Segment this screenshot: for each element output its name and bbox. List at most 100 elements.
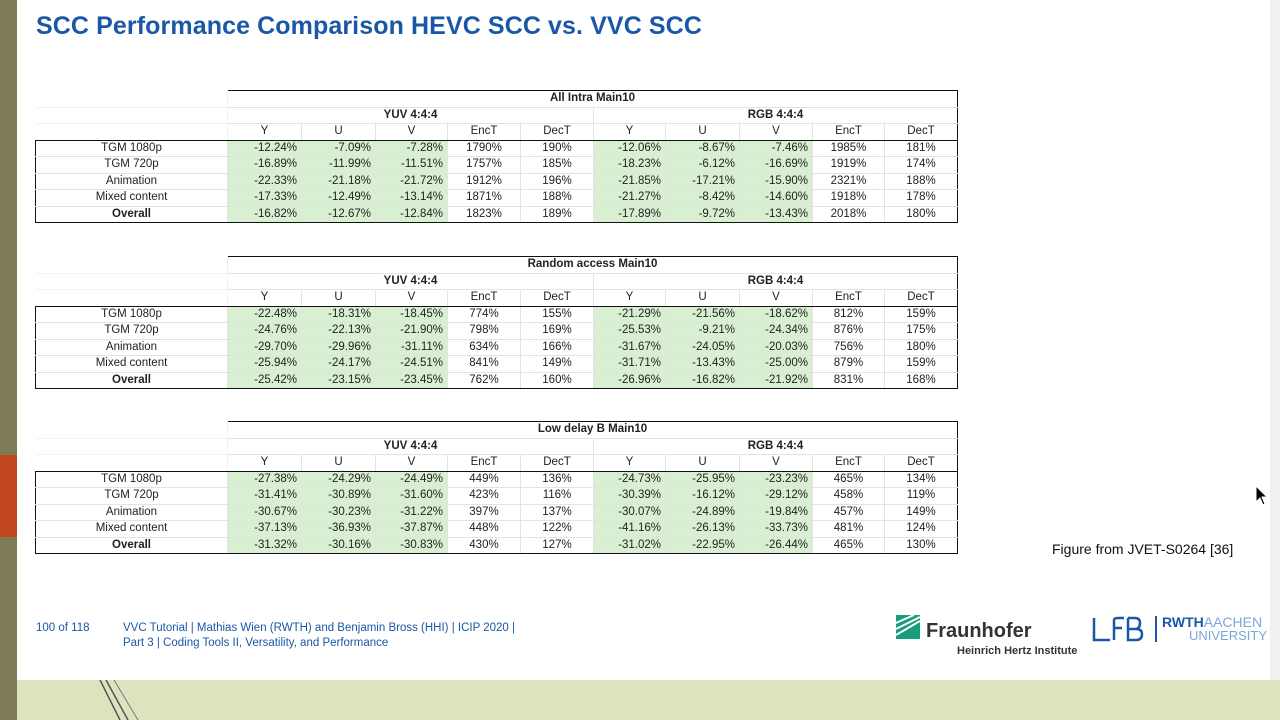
value-cell: -12.67% [301,205,376,223]
value-cell: -22.95% [665,536,740,554]
value-cell: 127% [520,536,594,554]
column-header: Y [593,454,666,472]
left-side-bar [0,0,17,720]
column-header: U [301,123,376,141]
value-cell: 181% [884,140,958,157]
value-cell: 166% [520,339,594,356]
results-table: All Intra Main10 YUV 4:4:4 RGB 4:4:4 Y U V Enc… [35,90,958,223]
value-cell: 137% [520,504,594,521]
column-header: U [301,454,376,472]
value-cell: -21.56% [665,306,740,323]
table-row: TGM 1080p -12.24% -7.09% -7.28% 1790% 190% -12… [35,140,958,157]
blank-cell [35,273,228,290]
group-header-rgb: RGB 4:4:4 [593,438,958,455]
value-cell: -13.43% [739,205,813,223]
value-cell: -21.85% [593,173,666,190]
value-cell: 159% [884,355,958,373]
fraunhofer-name: Fraunhofer [926,620,1032,642]
column-header: U [301,289,376,307]
value-cell: -23.15% [301,371,376,389]
value-cell: -26.96% [593,371,666,389]
config-header: Random access Main10 [227,256,958,274]
value-cell: 812% [812,306,885,323]
value-cell: -25.94% [227,355,302,373]
value-cell: -8.42% [665,189,740,207]
value-cell: 876% [812,322,885,340]
value-cell: -22.13% [301,322,376,340]
value-cell: -31.02% [593,536,666,554]
value-cell: 481% [812,520,885,538]
column-header: Y [227,454,302,472]
value-cell: -24.05% [665,339,740,356]
mouse-cursor-icon [1255,485,1269,506]
value-cell: -21.92% [739,371,813,389]
row-label: Animation [35,339,228,356]
value-cell: 1918% [812,189,885,207]
value-cell: 634% [447,339,521,356]
value-cell: 1985% [812,140,885,157]
value-cell: -24.17% [301,355,376,373]
value-cell: -15.90% [739,173,813,190]
value-cell: 149% [884,504,958,521]
value-cell: 1919% [812,156,885,174]
row-label: TGM 720p [35,487,228,505]
fraunhofer-logo-icon [896,615,920,639]
blank-cell [35,289,228,307]
value-cell: -16.12% [665,487,740,505]
footer-line-2: Part 3 | Coding Tools II, Versatility, a… [123,637,389,649]
value-cell: -24.49% [375,471,448,488]
column-header: V [375,123,448,141]
value-cell: -30.83% [375,536,448,554]
row-label: Animation [35,173,228,190]
value-cell: -25.95% [665,471,740,488]
row-label: Animation [35,504,228,521]
column-header: EncT [812,123,885,141]
config-header: All Intra Main10 [227,90,958,108]
rwth-logo: RWTHAACHEN [1162,614,1263,630]
value-cell: -16.82% [227,205,302,223]
value-cell: -31.32% [227,536,302,554]
value-cell: -6.12% [665,156,740,174]
bottom-band [17,680,1280,720]
column-header: DecT [520,123,594,141]
rwth-separator [1155,616,1157,642]
column-header: DecT [520,289,594,307]
value-cell: -31.67% [593,339,666,356]
page-number: 100 of 118 [36,622,90,634]
group-header-rgb: RGB 4:4:4 [593,273,958,290]
value-cell: -11.99% [301,156,376,174]
table-row: Mixed content -17.33% -12.49% -13.14% 1871% 1… [35,189,958,207]
value-cell: 423% [447,487,521,505]
blank-cell [35,256,228,274]
value-cell: 1757% [447,156,521,174]
value-cell: -17.21% [665,173,740,190]
value-cell: 160% [520,371,594,389]
value-cell: -13.14% [375,189,448,207]
value-cell: 774% [447,306,521,323]
value-cell: -26.13% [665,520,740,538]
table-row: TGM 720p -16.89% -11.99% -11.51% 1757% 185% -1… [35,156,958,174]
value-cell: -30.39% [593,487,666,505]
column-header: DecT [884,123,958,141]
column-header: U [665,123,740,141]
column-header: Y [227,289,302,307]
results-table: Random access Main10 YUV 4:4:4 RGB 4:4:4 Y U… [35,256,958,389]
value-cell: 1871% [447,189,521,207]
overall-row: Overall -16.82% -12.67% -12.84% 1823% 189% -17… [35,205,958,223]
blank-cell [35,421,228,439]
column-header: EncT [812,289,885,307]
value-cell: -7.28% [375,140,448,157]
value-cell: -13.43% [665,355,740,373]
value-cell: 190% [520,140,594,157]
value-cell: -16.82% [665,371,740,389]
value-cell: 159% [884,306,958,323]
value-cell: -22.33% [227,173,302,190]
value-cell: -41.16% [593,520,666,538]
value-cell: -12.06% [593,140,666,157]
row-label: TGM 1080p [35,471,228,488]
value-cell: 130% [884,536,958,554]
value-cell: -22.48% [227,306,302,323]
value-cell: -37.87% [375,520,448,538]
value-cell: 189% [520,205,594,223]
value-cell: 1790% [447,140,521,157]
